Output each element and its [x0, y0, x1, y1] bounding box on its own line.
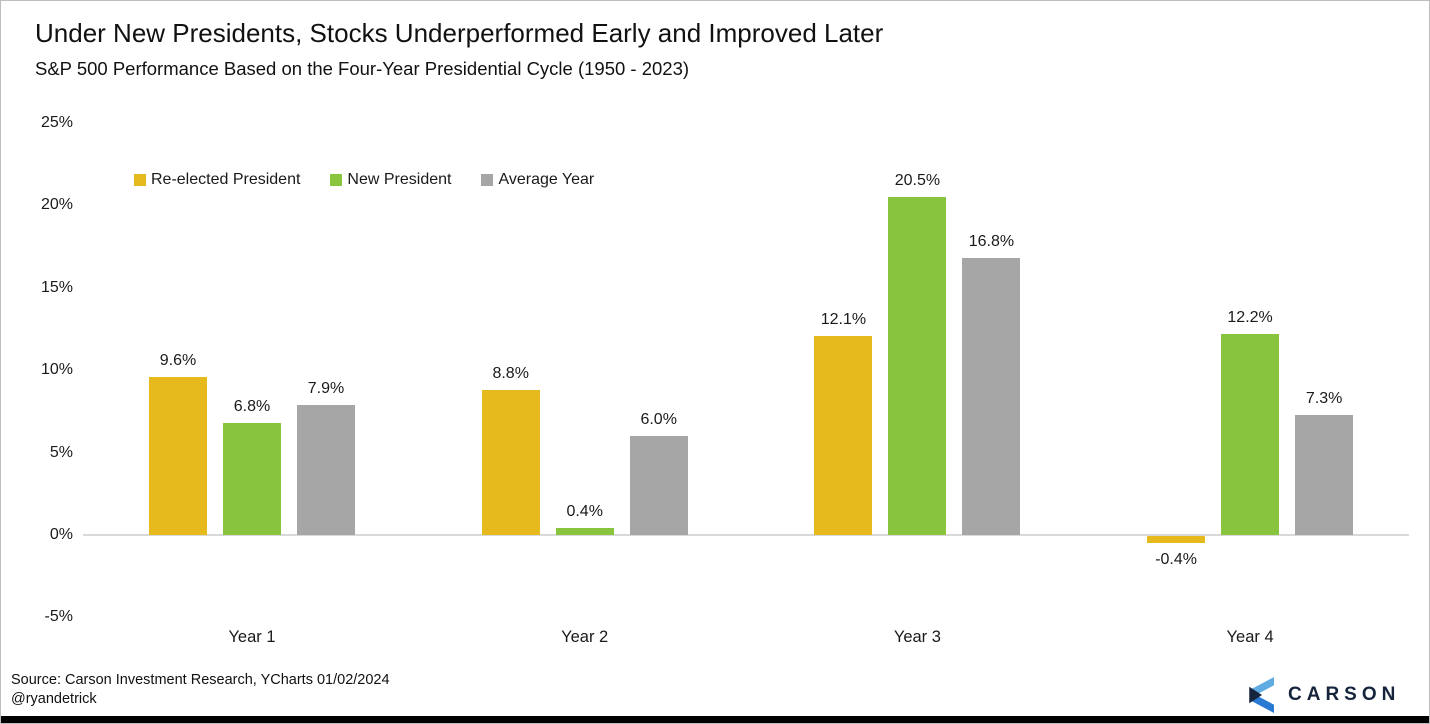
legend-swatch-new-president-icon — [330, 174, 343, 186]
source-handle: @ryandetrick — [11, 691, 97, 707]
y-axis-tick-label: 5% — [49, 443, 73, 461]
bar-value-label: 7.9% — [307, 379, 345, 397]
bar — [223, 422, 281, 535]
legend-item-new-president: New President — [330, 171, 451, 189]
legend-swatch-reelected-icon — [134, 174, 146, 186]
carson-logo: CARSON — [1244, 676, 1400, 714]
carson-logo-icon — [1249, 677, 1274, 713]
bar — [962, 258, 1021, 535]
x-axis-category-label: Year 2 — [561, 628, 609, 646]
x-axis-category-label: Year 1 — [228, 628, 276, 646]
bar-value-label: 20.5% — [894, 172, 941, 190]
bar-value-label: 6.8% — [233, 397, 271, 415]
bottom-black-bar — [1, 716, 1429, 723]
y-axis-tick-label: 25% — [40, 114, 73, 131]
legend-swatch-average-year-icon — [481, 174, 494, 186]
bar — [1147, 536, 1206, 543]
bar — [149, 376, 207, 535]
bar — [297, 404, 355, 535]
carson-logo-text: CARSON — [1288, 684, 1401, 705]
x-axis-category-label: Year 3 — [893, 628, 941, 646]
bar-value-label: 7.3% — [1305, 389, 1343, 407]
source-text: Source: Carson Investment Research, YCha… — [11, 672, 390, 688]
y-axis-tick-label: 0% — [49, 526, 73, 543]
bar-value-label: 12.1% — [820, 310, 867, 328]
bar-value-label: 12.2% — [1227, 308, 1273, 326]
y-axis-tick-label: 10% — [40, 361, 73, 379]
legend-label-reelected: Re-elected President — [151, 171, 301, 188]
bar — [481, 389, 540, 535]
legend-label-average-year: Average Year — [498, 171, 595, 188]
bar-value-label: -0.4% — [1155, 550, 1197, 568]
bar-value-label: 9.6% — [159, 351, 197, 369]
bar-value-label: 8.8% — [492, 364, 529, 382]
bar — [814, 335, 873, 535]
legend-label-new-president: New President — [347, 171, 452, 188]
bar — [629, 436, 688, 535]
page-subtitle: S&P 500 Performance Based on the Four-Ye… — [35, 58, 690, 79]
x-axis-category-label: Year 4 — [1226, 628, 1274, 646]
y-axis-tick-label: -5% — [44, 608, 73, 626]
zero-axis-line — [83, 534, 1409, 536]
legend-item-average-year: Average Year — [481, 171, 594, 189]
bar-value-label: 0.4% — [566, 503, 603, 521]
y-axis-tick-label: 20% — [40, 196, 73, 214]
bar-value-label: 16.8% — [968, 233, 1015, 251]
bar — [888, 197, 947, 535]
bar-value-label: 6.0% — [640, 411, 677, 429]
page-title: Under New Presidents, Stocks Underperfor… — [35, 18, 884, 48]
legend: Re-elected President New President Avera… — [134, 171, 594, 189]
bar — [555, 528, 614, 535]
bar — [1221, 333, 1280, 535]
legend-item-reelected: Re-elected President — [134, 171, 300, 189]
bar — [1295, 414, 1354, 535]
y-axis-tick-label: 15% — [40, 278, 73, 296]
